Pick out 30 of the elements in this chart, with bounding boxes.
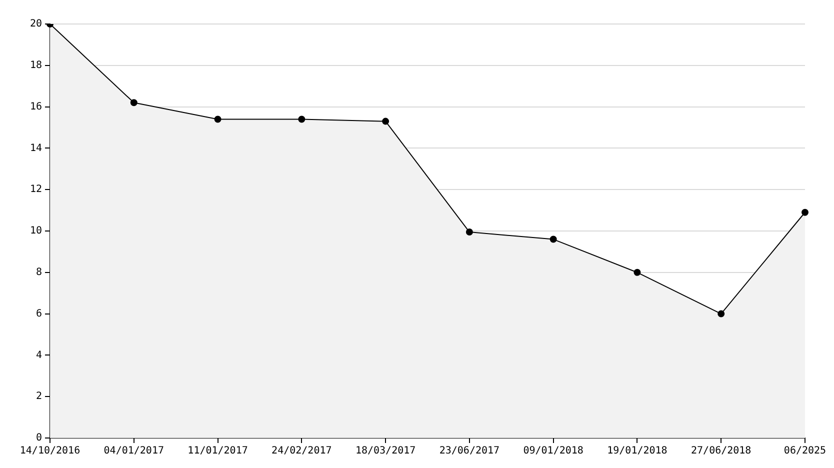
y-tick-label: 20 <box>30 18 42 30</box>
point <box>382 118 390 125</box>
y-tick-label: 12 <box>30 184 42 196</box>
x-tick-label: 27/06/2018 <box>691 446 752 457</box>
y-tick-label: 2 <box>36 391 42 402</box>
y-tick-label: 6 <box>36 308 42 320</box>
y-tick-label: 4 <box>36 350 42 361</box>
point <box>298 116 306 123</box>
y-tick-label: 16 <box>30 101 42 112</box>
y-tick-label: 0 <box>36 432 42 444</box>
x-tick-label: 11/01/2017 <box>188 446 248 457</box>
x-tick-label: 14/10/2016 <box>20 446 80 457</box>
point <box>718 310 725 318</box>
point <box>634 268 641 276</box>
y-tick-label: 8 <box>36 266 42 278</box>
y-tick-label: 10 <box>30 226 42 237</box>
point <box>550 236 557 243</box>
point <box>802 208 808 216</box>
y-tick-label: 18 <box>30 60 42 71</box>
x-tick-label: 24/02/2017 <box>272 446 332 457</box>
point <box>214 116 222 123</box>
x-tick-label: 18/03/2017 <box>355 446 416 457</box>
x-tick-label: 04/01/2017 <box>104 446 164 457</box>
point <box>466 228 473 236</box>
point <box>130 99 138 106</box>
x-tick-label: 23/06/2017 <box>439 446 500 457</box>
x-tick-label: 06/2025 <box>784 446 826 457</box>
y-tick-label: 14 <box>30 142 42 154</box>
x-tick-label: 09/01/2018 <box>523 446 584 457</box>
x-tick-label: 19/01/2018 <box>607 446 668 457</box>
